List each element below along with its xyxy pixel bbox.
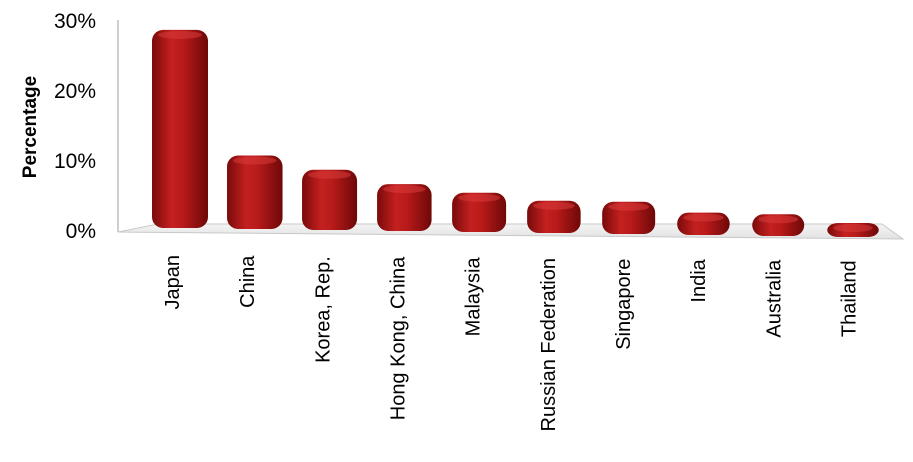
y-axis-title: Percentage: [20, 76, 41, 178]
category-label: Russian Federation: [538, 258, 560, 431]
bar-thailand: [827, 223, 879, 237]
bar-russian-federation: [527, 200, 581, 233]
bar-top: [158, 30, 202, 39]
y-tick-label: 30%: [54, 10, 96, 33]
bar-body: [452, 192, 507, 232]
bar-top: [833, 224, 873, 232]
category-label: Korea, Rep.: [312, 256, 334, 363]
bar-top: [758, 215, 799, 224]
bars: [152, 29, 879, 237]
category-label: Thailand: [839, 260, 861, 337]
category-label: Japan: [162, 255, 184, 310]
bar-body: [302, 169, 358, 230]
bar-top: [458, 193, 501, 202]
category-labels: Japan China Korea, Rep. Hong Kong, China Mal…: [162, 255, 861, 432]
bar-japan: [152, 29, 208, 229]
bar-australia: [752, 214, 805, 236]
category-label: India: [688, 258, 710, 302]
y-tick-label: 0%: [66, 220, 96, 243]
bar-china: [227, 155, 283, 229]
bar-top: [608, 202, 650, 211]
bar-top: [233, 156, 277, 165]
category-label: Australia: [763, 259, 785, 338]
bar-india: [677, 212, 730, 235]
bar-malaysia: [452, 192, 507, 232]
category-label: Malaysia: [463, 257, 485, 337]
bar-body: [152, 29, 208, 229]
bar-body: [377, 184, 432, 231]
bar-body: [227, 155, 283, 229]
bar-top: [683, 213, 724, 222]
bar-top: [533, 201, 575, 210]
y-tick-label: 10%: [54, 150, 96, 173]
bar-hong-kong-china: [377, 184, 432, 231]
bar-singapore: [602, 201, 656, 234]
category-label: Hong Kong, China: [388, 256, 410, 420]
category-label: China: [237, 255, 259, 308]
y-tick-label: 20%: [54, 80, 96, 103]
bar-top: [383, 185, 426, 194]
y-tick-labels: 0% 10% 20% 30%: [54, 10, 96, 243]
category-label: Singapore: [613, 259, 635, 350]
bar-korea-rep: [302, 169, 358, 230]
bar-top: [308, 170, 352, 179]
